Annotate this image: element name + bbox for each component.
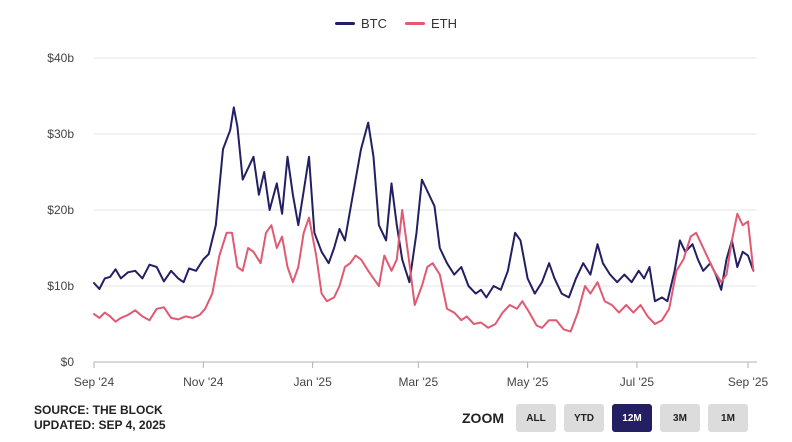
- y-tick-label: $0: [61, 355, 75, 369]
- source-line: SOURCE: THE BLOCK: [34, 403, 163, 417]
- x-tick-label: Sep '24: [74, 375, 115, 389]
- zoom-all-button[interactable]: ALL: [516, 404, 556, 432]
- series-line-btc: [93, 106, 755, 303]
- chart-legend: BTC ETH: [0, 16, 792, 31]
- x-tick-label: Jan '25: [293, 375, 332, 389]
- zoom-12m-button[interactable]: 12M: [612, 404, 652, 432]
- x-axis: Sep '24 Nov '24 Jan '25 Mar '25 May '25 Jul '…: [74, 362, 769, 389]
- y-axis: $0 $10b $20b $30b $40b: [47, 51, 74, 369]
- zoom-ytd-button[interactable]: YTD: [564, 404, 604, 432]
- x-tick-label: Nov '24: [183, 375, 224, 389]
- legend-swatch-btc: [335, 22, 355, 25]
- x-tick-label: Jul '25: [620, 375, 655, 389]
- legend-swatch-eth: [405, 22, 425, 25]
- y-tick-label: $30b: [47, 127, 74, 141]
- zoom-label: ZOOM: [462, 410, 504, 426]
- zoom-1m-button[interactable]: 1M: [708, 404, 748, 432]
- y-tick-label: $10b: [47, 279, 74, 293]
- x-tick-label: May '25: [507, 375, 549, 389]
- zoom-controls: ZOOM ALL YTD 12M 3M 1M: [462, 404, 748, 432]
- gridlines: [94, 57, 757, 363]
- zoom-3m-button[interactable]: 3M: [660, 404, 700, 432]
- chart-area: $0 $10b $20b $30b $40b Sep '24 Nov '24 Jan '25…: [47, 51, 769, 389]
- legend-item-btc[interactable]: BTC: [335, 16, 387, 31]
- legend-item-eth[interactable]: ETH: [405, 16, 457, 31]
- legend-label-eth: ETH: [431, 16, 457, 31]
- x-tick-label: Sep '25: [728, 375, 769, 389]
- series-line-eth: [93, 209, 755, 333]
- y-tick-label: $20b: [47, 203, 74, 217]
- y-tick-label: $40b: [47, 51, 74, 65]
- legend-label-btc: BTC: [361, 16, 387, 31]
- updated-line: UPDATED: SEP 4, 2025: [34, 418, 166, 432]
- series-lines: [93, 106, 755, 333]
- source-note: SOURCE: THE BLOCK UPDATED: SEP 4, 2025: [34, 403, 166, 433]
- x-tick-label: Mar '25: [399, 375, 439, 389]
